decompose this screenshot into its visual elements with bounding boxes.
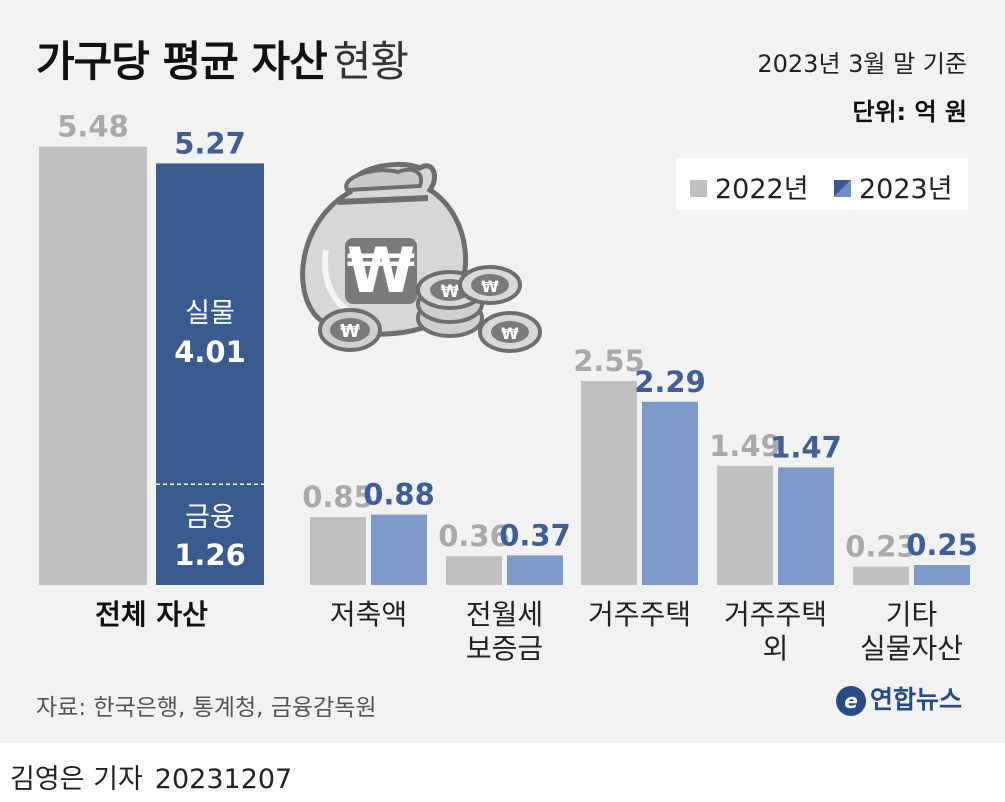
value-label-2022-0: 5.48 [57, 110, 129, 144]
value-label-2023-4: 1.47 [770, 430, 842, 464]
title-bold: 가구당 평균 자산 [36, 37, 328, 86]
yonhap-logo: e 연합뉴스 [836, 680, 962, 716]
legend-item-2023: 2023년 [834, 167, 953, 206]
bar-2022-3 [581, 381, 637, 585]
category-label-2-1: 보증금 [466, 632, 543, 665]
date-note: 2023년 3월 말 기준 [757, 50, 967, 78]
category-label-4-0: 거주주택 [724, 598, 827, 631]
title-light: 현황 [332, 37, 409, 86]
breakdown-label-financial: 금융 [185, 502, 235, 533]
svg-text:₩: ₩ [441, 282, 460, 302]
breakdown-value-real: 4.01 [174, 335, 246, 369]
value-label-2022-2: 0.36 [438, 519, 510, 553]
value-label-2023-1: 0.88 [363, 478, 435, 512]
svg-text:₩: ₩ [481, 277, 499, 296]
svg-text:₩: ₩ [340, 321, 360, 342]
bar-2023-3 [642, 401, 698, 585]
value-label-2022-5: 0.23 [845, 530, 917, 564]
bar-2022-2 [446, 556, 502, 585]
byline: 김영은 기자 20231207 [10, 757, 292, 796]
bar-2022-4 [717, 465, 773, 585]
category-label-4-1: 외 [763, 632, 789, 665]
bar-2022-1 [310, 517, 366, 585]
unit-note: 단위: 억 원 [852, 98, 967, 126]
value-label-2022-1: 0.85 [302, 480, 374, 514]
bar-2023-1 [371, 514, 427, 585]
legend-item-2022: 2022년 [690, 167, 809, 206]
bar-2023-5 [914, 565, 970, 585]
category-label-0-0: 전체 자산 [95, 598, 208, 631]
svg-text:₩: ₩ [501, 324, 519, 343]
legend-swatch-2022 [690, 180, 707, 197]
category-label-2-0: 전월세 [466, 598, 543, 631]
logo-name: 연합뉴스 [870, 685, 963, 714]
category-label-3-0: 거주주택 [588, 598, 691, 631]
bar-2023-4 [778, 467, 834, 585]
source-note: 자료: 한국은행, 통계청, 금융감독원 [36, 695, 377, 721]
svg-text:₩: ₩ [347, 234, 415, 307]
bars-layer [39, 146, 970, 585]
bar-2022-5 [853, 566, 909, 585]
value-label-2023-0: 5.27 [174, 126, 246, 160]
category-label-5-1: 실물자산 [860, 632, 963, 665]
legend-label-2023: 2023년 [859, 174, 953, 205]
breakdown-value-financial: 1.26 [174, 538, 246, 572]
value-label-2023-2: 0.37 [499, 518, 571, 552]
value-label-2022-4: 1.49 [709, 429, 781, 463]
byline-author: 김영은 기자 [10, 764, 143, 795]
value-label-2023-5: 0.25 [906, 528, 978, 562]
legend: 2022년 2023년 [676, 158, 968, 210]
legend-swatch-2023 [834, 180, 851, 197]
labels-layer: 5.48 5.27 전체 자산 실물 4.01 금융 1.26 0.850.88 저축액 0.36… [57, 110, 978, 665]
bar-2023-2 [507, 555, 563, 585]
bar-2023-0 [156, 163, 264, 585]
logo-mark-icon: e [836, 686, 866, 716]
chart-title: 가구당 평균 자산 현황 [36, 28, 409, 89]
legend-label-2022: 2022년 [715, 174, 809, 205]
value-label-2023-3: 2.29 [634, 365, 706, 399]
chart-panel: 가구당 평균 자산 현황 2023년 3월 말 기준 단위: 억 원 2022년 … [0, 0, 1005, 743]
bar-2022-0 [39, 146, 147, 585]
byline-date: 20231207 [154, 764, 293, 795]
coin-stack-icon: ₩ ₩ ₩ ₩ [318, 265, 542, 353]
category-label-1-0: 저축액 [330, 598, 407, 631]
category-label-5-0: 기타 [886, 598, 938, 631]
breakdown-label-real: 실물 [185, 298, 235, 329]
value-label-2022-3: 2.55 [573, 344, 645, 378]
